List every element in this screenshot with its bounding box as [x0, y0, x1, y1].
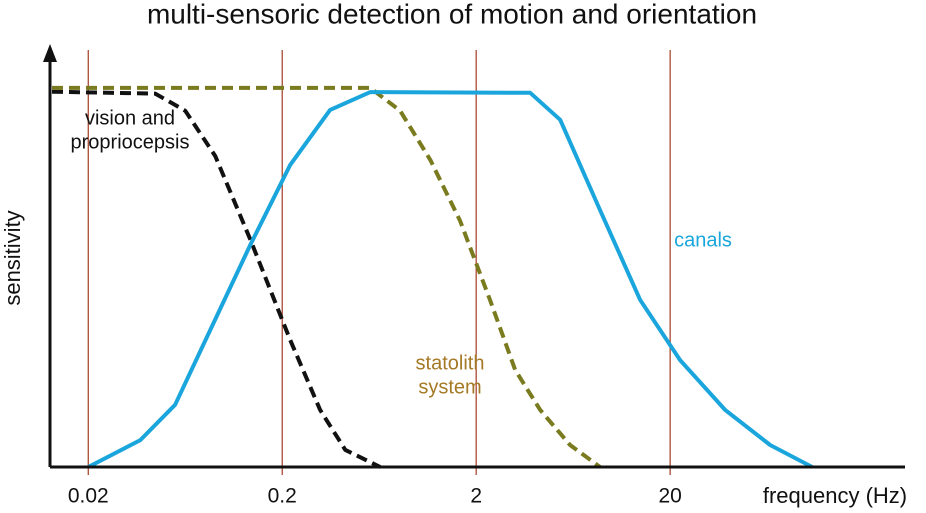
- x-tick-label: 20: [658, 485, 681, 508]
- series-label: propriocepsis: [71, 131, 190, 153]
- x-tick-label: 0.02: [68, 485, 109, 508]
- plot-area: [51, 50, 814, 475]
- x-axis-label: frequency (Hz): [763, 483, 907, 508]
- series-label: vision and: [85, 107, 175, 129]
- series-label: canals: [674, 229, 732, 251]
- series-line: [87, 90, 814, 469]
- x-tick-label: 2: [470, 485, 482, 508]
- y-axis-label: sensitivity: [0, 210, 25, 305]
- series-line: [51, 89, 382, 469]
- series-label: system: [418, 376, 481, 398]
- x-tick-label: 0.2: [268, 485, 297, 508]
- series-label: statolith: [416, 352, 485, 374]
- chart-title: multi-sensoric detection of motion and o…: [147, 0, 757, 29]
- y-axis-arrow: [43, 44, 57, 62]
